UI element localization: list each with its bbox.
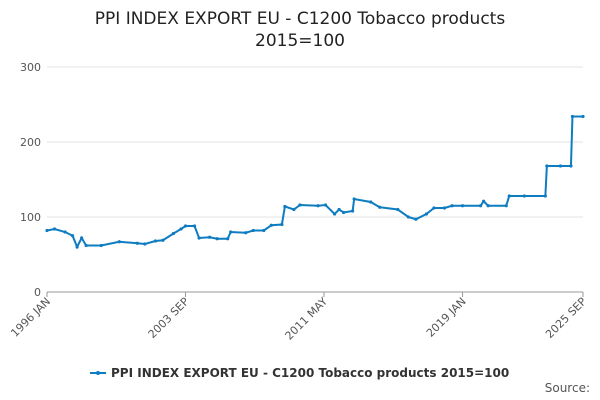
point [558, 164, 563, 168]
point [522, 194, 526, 198]
line [46, 115, 583, 250]
point [460, 204, 465, 208]
point [80, 236, 84, 240]
point [414, 217, 418, 221]
point [482, 199, 486, 203]
point [332, 212, 337, 216]
point [543, 194, 547, 198]
chart-title: 2015=100 [255, 31, 345, 51]
point [135, 241, 139, 245]
point [424, 212, 429, 216]
point [298, 203, 302, 207]
point [229, 230, 233, 234]
point [369, 200, 373, 204]
point [486, 204, 490, 208]
point [70, 234, 75, 238]
point [545, 164, 549, 168]
point [84, 243, 88, 248]
point [351, 209, 355, 213]
point [569, 164, 573, 168]
point [75, 245, 79, 249]
point [504, 204, 508, 208]
point [215, 237, 219, 241]
chart-title: PPI INDEX EXPORT EU - C1200 Tobacco prod… [95, 9, 506, 29]
point [442, 206, 447, 210]
point [117, 240, 121, 244]
point [396, 207, 400, 212]
y-tick-label: 200 [20, 136, 41, 149]
point [269, 223, 273, 227]
x-tick-label: 2003 SEP [146, 295, 192, 341]
point [479, 204, 483, 208]
legend-marker [96, 371, 100, 375]
point [52, 227, 57, 231]
point [581, 114, 585, 119]
point [262, 228, 266, 233]
point [323, 203, 328, 207]
point [337, 207, 341, 212]
point [280, 222, 284, 227]
point [570, 114, 575, 119]
point [352, 197, 356, 201]
point [161, 238, 165, 242]
point [378, 205, 382, 209]
y-tick-label: 300 [20, 61, 41, 74]
point [179, 227, 183, 231]
point [244, 231, 248, 235]
point [171, 231, 176, 236]
point [283, 204, 287, 209]
point [292, 207, 296, 212]
x-tick-label: 2019 JAN [424, 295, 469, 340]
point [45, 228, 49, 233]
y-tick-label: 100 [20, 211, 41, 224]
point [342, 210, 346, 215]
point [432, 206, 436, 210]
y-tick-label: 0 [34, 286, 41, 299]
point [143, 242, 147, 246]
source: Source: [545, 381, 590, 395]
point [406, 215, 410, 219]
point [183, 224, 188, 228]
point [316, 204, 320, 208]
point [197, 236, 201, 240]
x-tick-label: 1996 JAN [8, 295, 53, 340]
x-tick-label: 2025 SEP [543, 295, 589, 341]
x-tick-label: 2011 MAY [283, 295, 331, 343]
point [192, 224, 197, 228]
point [63, 230, 67, 234]
point [208, 235, 212, 239]
point [153, 239, 158, 243]
legend-label: PPI INDEX EXPORT EU - C1200 Tobacco prod… [111, 366, 509, 380]
point [251, 228, 255, 233]
point [99, 243, 103, 248]
point [507, 194, 511, 198]
point [450, 204, 454, 208]
point [226, 237, 230, 241]
